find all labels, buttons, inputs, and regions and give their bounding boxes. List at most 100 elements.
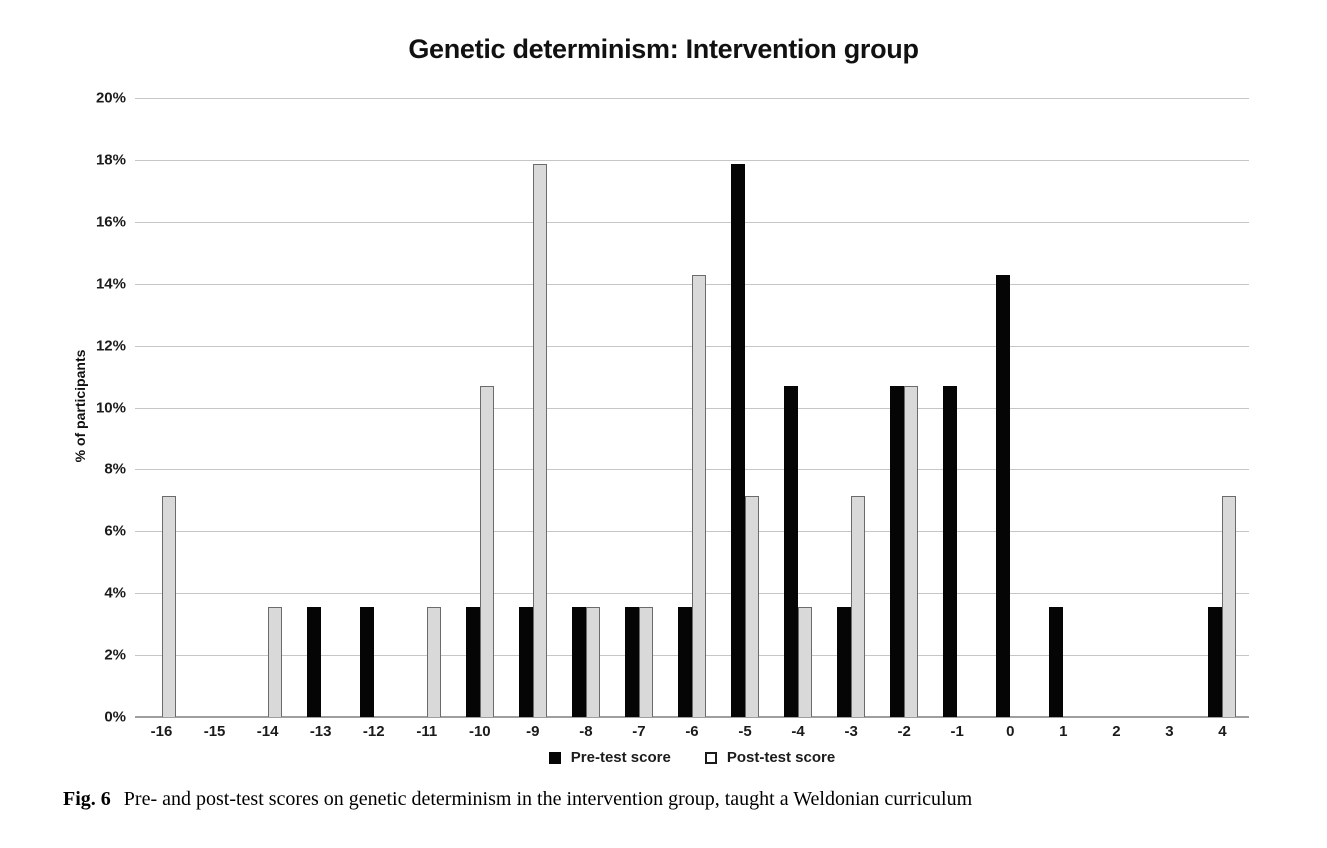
bar-post-test--4 (798, 606, 813, 717)
category-column-1 (1037, 98, 1090, 717)
bar-pre-test--8 (571, 606, 586, 717)
category-column--13 (294, 98, 347, 717)
x-tick-label--14: -14 (256, 723, 279, 740)
y-tick-label-2: 2% (104, 646, 126, 664)
bar-pre-test-0 (996, 274, 1011, 717)
category-column-3 (1143, 98, 1196, 717)
pre-test-swatch-icon (548, 751, 561, 764)
bar-post-test--9 (532, 164, 547, 717)
x-tick-label-1: 1 (1059, 723, 1068, 740)
bar-pre-test--7 (624, 606, 639, 717)
x-tick-label--10: -10 (468, 723, 491, 740)
x-tick-label--2: -2 (897, 723, 911, 740)
y-tick-label-12: 12% (95, 337, 126, 355)
x-tick-label--8: -8 (579, 723, 593, 740)
x-tick-label-2: 2 (1112, 723, 1121, 740)
figure-number: Fig. 6 (63, 788, 111, 810)
bar-post-test--2 (904, 385, 919, 717)
legend-item-pre-test: Pre-test score (548, 749, 671, 766)
category-column--15 (188, 98, 241, 717)
bar-post-test--10 (479, 385, 494, 717)
category-column--16 (135, 98, 188, 717)
x-tick-label--5: -5 (738, 723, 752, 740)
bar-pre-test--3 (837, 606, 852, 717)
bar-post-test--3 (851, 496, 866, 717)
x-tick-label--15: -15 (203, 723, 226, 740)
figure-caption-text: Pre- and post-test scores on genetic det… (123, 788, 973, 810)
x-axis-tick-labels: -16 -15 -14 -13 -12 -11 -10 -9 -8 -7 -6 -5 -4 -3 -2 -1 0… (135, 723, 1249, 740)
bars-layer (135, 98, 1249, 717)
bar-pre-test--10 (465, 606, 480, 717)
x-tick-label-3: 3 (1165, 723, 1174, 740)
category-column--10 (453, 98, 506, 717)
category-column--1 (931, 98, 984, 717)
legend: Pre-test score Post-test score (135, 749, 1249, 766)
category-column--8 (559, 98, 612, 717)
y-axis-tick-labels: 0% 2% 4% 6% 8% 10% 12% 14% 16% 18% 20% (0, 90, 126, 726)
bar-pre-test--9 (518, 606, 533, 717)
x-tick-label--6: -6 (685, 723, 699, 740)
x-tick-label--13: -13 (309, 723, 332, 740)
y-tick-label-20: 20% (95, 89, 126, 107)
y-tick-label-8: 8% (104, 460, 126, 478)
legend-label-pre-test: Pre-test score (570, 749, 671, 766)
bar-pre-test--6 (677, 606, 692, 717)
gridline-16 (135, 221, 1249, 223)
category-column--4 (772, 98, 825, 717)
bar-post-test--16 (161, 496, 176, 717)
x-tick-label--11: -11 (416, 723, 438, 740)
y-tick-label-14: 14% (95, 275, 126, 293)
bar-pre-test-1 (1049, 606, 1064, 717)
bar-pre-test--12 (359, 606, 374, 717)
figure-caption: Fig. 6 Pre- and post-test scores on genet… (63, 788, 1293, 811)
bar-post-test--6 (691, 274, 706, 717)
x-tick-label--4: -4 (791, 723, 805, 740)
category-column--6 (665, 98, 718, 717)
x-tick-label-4: 4 (1218, 723, 1227, 740)
category-column--9 (506, 98, 559, 717)
category-column--14 (241, 98, 294, 717)
bar-post-test--8 (585, 606, 600, 717)
category-column--11 (400, 98, 453, 717)
gridline-20 (135, 98, 1249, 99)
chart-title: Genetic determinism: Intervention group (408, 34, 919, 64)
legend-label-post-test: Post-test score (726, 749, 836, 766)
category-column--12 (347, 98, 400, 717)
bar-post-test--11 (426, 606, 441, 717)
x-tick-label--9: -9 (526, 723, 540, 740)
x-tick-label--3: -3 (844, 723, 858, 740)
bar-pre-test-4 (1208, 606, 1223, 717)
y-tick-label-0: 0% (104, 708, 126, 726)
category-column--7 (612, 98, 665, 717)
legend-item-post-test: Post-test score (704, 749, 836, 766)
bar-post-test--5 (745, 496, 760, 717)
x-tick-label--7: -7 (632, 723, 646, 740)
x-tick-label--16: -16 (150, 723, 173, 740)
category-column--5 (719, 98, 772, 717)
post-test-swatch-icon (704, 751, 717, 764)
bar-post-test--14 (267, 606, 282, 717)
category-column-2 (1090, 98, 1143, 717)
bar-pre-test--5 (731, 164, 746, 717)
bar-post-test--7 (638, 606, 653, 717)
category-column--2 (878, 98, 931, 717)
bar-pre-test--2 (890, 385, 905, 717)
y-tick-label-16: 16% (95, 213, 126, 231)
category-column-4 (1196, 98, 1249, 717)
bar-pre-test--4 (784, 385, 799, 717)
plot-area (135, 98, 1249, 718)
y-tick-label-10: 10% (95, 399, 126, 416)
x-tick-label-0: 0 (1006, 723, 1015, 740)
y-tick-label-6: 6% (104, 522, 126, 540)
y-tick-label-4: 4% (104, 584, 126, 602)
gridline-18 (135, 159, 1249, 161)
bar-pre-test--1 (943, 385, 958, 717)
x-tick-label--1: -1 (950, 723, 964, 740)
bar-post-test-4 (1222, 496, 1237, 717)
bar-pre-test--13 (306, 606, 321, 717)
x-tick-label--12: -12 (362, 723, 385, 740)
y-tick-label-18: 18% (95, 151, 126, 169)
x-axis-line (135, 716, 1249, 718)
category-column--3 (825, 98, 878, 717)
